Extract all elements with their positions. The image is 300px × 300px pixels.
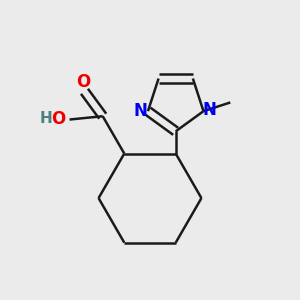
Text: O: O — [76, 73, 90, 91]
Text: H: H — [39, 111, 52, 126]
Text: N: N — [134, 102, 148, 120]
Text: O: O — [51, 110, 65, 128]
Text: N: N — [202, 100, 216, 118]
